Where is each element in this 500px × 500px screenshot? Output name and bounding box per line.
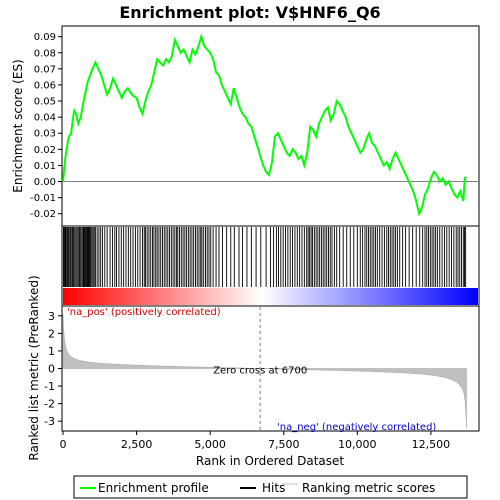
es-y-tick-label: 0.02 bbox=[34, 145, 56, 156]
metric-x-axis-ticks: 0 2,500 5,000 7,500 10,000 12,500 bbox=[60, 431, 451, 451]
metric-y-tick-label: 3 bbox=[48, 310, 55, 323]
metric-y-tick-label: 0 bbox=[48, 363, 55, 376]
neg-correlated-label: 'na_neg' (negatively correlated) bbox=[277, 422, 436, 433]
es-y-tick-label: 0.03 bbox=[34, 129, 56, 140]
hits-panel bbox=[61, 225, 480, 307]
enrichment-profile-line bbox=[62, 33, 467, 217]
es-y-tick-label: 0.01 bbox=[34, 161, 56, 172]
chart-title: Enrichment plot: V$HNF6_Q6 bbox=[119, 3, 380, 22]
metric-y-tick-label: -2 bbox=[44, 398, 55, 411]
pos-correlated-label: 'na_pos' (positively correlated) bbox=[67, 307, 221, 318]
x-tick-label: 10,000 bbox=[338, 438, 377, 451]
es-y-tick-label: 0.06 bbox=[34, 80, 56, 91]
legend-hits-label: Hits bbox=[262, 481, 285, 495]
legend-enrichment-profile-label: Enrichment profile bbox=[98, 481, 209, 495]
es-panel: -0.02 -0.01 0.00 0.01 0.02 0.03 0.04 0.05 0.06 0.… bbox=[11, 25, 480, 227]
legend-metric-label: Ranking metric scores bbox=[302, 481, 435, 495]
rank-gradient-bar bbox=[63, 288, 478, 305]
x-tick-label: 7,500 bbox=[268, 438, 300, 451]
es-y-tick-label: 0.07 bbox=[34, 64, 56, 75]
es-panel-frame bbox=[61, 25, 480, 227]
es-y-axis-label: Enrichment score (ES) bbox=[11, 59, 25, 192]
metric-y-axis-ticks: -3 -2 -1 0 1 2 3 bbox=[44, 310, 62, 428]
es-y-axis-ticks: -0.02 -0.01 0.00 0.01 0.02 0.03 0.04 0.05 0.06 0.… bbox=[30, 32, 62, 220]
es-y-tick-label: 0.08 bbox=[34, 48, 56, 59]
x-axis-label: Rank in Ordered Dataset bbox=[196, 454, 344, 468]
zero-cross-label: Zero cross at 6700 bbox=[213, 366, 307, 377]
x-tick-label: 12,500 bbox=[412, 438, 451, 451]
legend-frame bbox=[73, 475, 468, 499]
es-y-tick-label: -0.01 bbox=[30, 193, 56, 204]
legend: Enrichment profile Hits Ranking metric s… bbox=[73, 475, 468, 499]
hit-marks bbox=[62, 227, 467, 287]
metric-y-tick-label: -1 bbox=[44, 380, 55, 393]
x-tick-label: 5,000 bbox=[194, 438, 226, 451]
metric-y-tick-label: 1 bbox=[48, 345, 55, 358]
metric-y-axis-label: Ranked list metric (PreRanked) bbox=[27, 275, 41, 460]
es-y-tick-label: 0.00 bbox=[34, 177, 56, 188]
x-tick-label: 0 bbox=[60, 438, 67, 451]
es-y-tick-label: -0.02 bbox=[30, 209, 56, 220]
metric-y-tick-label: -3 bbox=[44, 415, 55, 428]
x-tick-label: 2,500 bbox=[121, 438, 153, 451]
ranking-metric-area bbox=[62, 313, 467, 429]
es-y-tick-label: 0.04 bbox=[34, 113, 56, 124]
es-y-tick-label: 0.09 bbox=[34, 32, 56, 43]
es-y-tick-label: 0.05 bbox=[34, 97, 56, 108]
metric-y-tick-label: 2 bbox=[48, 327, 55, 340]
